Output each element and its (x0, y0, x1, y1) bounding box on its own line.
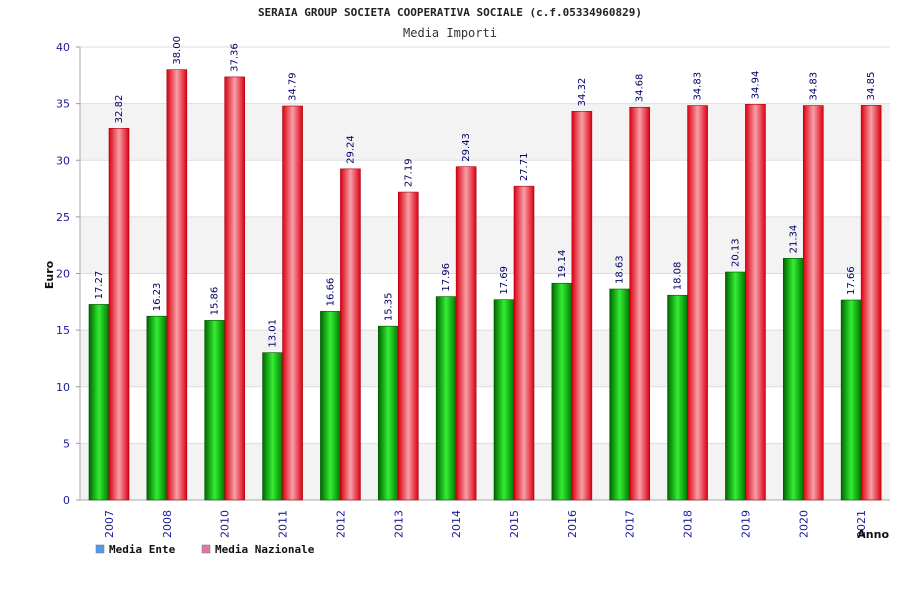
bar-media-ente (146, 315, 168, 501)
bar-media-nazionale (166, 69, 188, 501)
bar-media-nazionale (629, 106, 651, 501)
bar-media-ente (493, 299, 515, 501)
x-tick-label: 2019 (739, 510, 752, 538)
data-label: 15.35 (383, 293, 394, 322)
x-tick-label: 2010 (219, 510, 232, 538)
legend-label: Media Ente (109, 543, 176, 556)
data-label: 17.96 (441, 263, 452, 292)
bar-media-ente (725, 271, 746, 501)
data-label: 34.83 (808, 72, 819, 101)
data-label: 21.34 (788, 225, 799, 254)
data-label: 17.69 (499, 266, 510, 295)
x-tick-label: 2012 (334, 510, 347, 538)
data-label: 27.19 (403, 158, 414, 187)
x-tick-label: 2021 (855, 510, 868, 538)
y-axis-label: Euro (43, 260, 56, 289)
bar-media-nazionale (745, 104, 766, 501)
x-tick-label: 2017 (624, 510, 637, 538)
data-label: 38.00 (172, 36, 183, 65)
bar-media-ente (204, 320, 226, 501)
data-label: 19.14 (557, 250, 568, 279)
bar-media-ente (667, 294, 688, 501)
legend: Media Ente Media Nazionale (95, 543, 315, 556)
data-label: 18.63 (615, 255, 626, 284)
data-label: 29.43 (461, 133, 472, 162)
data-label: 34.32 (577, 78, 588, 107)
data-label: 16.66 (325, 278, 336, 307)
bar-media-ente (262, 352, 283, 501)
y-tick-label: 5 (63, 437, 70, 450)
data-label: 17.27 (94, 271, 105, 300)
bar-media-nazionale (397, 191, 419, 501)
grid-band (80, 160, 890, 217)
bar-media-nazionale (224, 76, 246, 501)
grid-band (80, 386, 890, 444)
x-tick-label: 2014 (450, 510, 463, 538)
data-label: 18.08 (673, 262, 684, 291)
x-tick-label: 2018 (682, 510, 695, 538)
bar-media-nazionale (455, 166, 477, 501)
data-label: 34.85 (866, 72, 877, 101)
y-tick-label: 10 (56, 381, 70, 394)
chart-subtitle: Media Importi (403, 26, 497, 40)
x-tick-label: 2020 (797, 510, 810, 538)
grid-band (80, 330, 890, 387)
data-label: 34.94 (750, 71, 761, 100)
data-label: 32.82 (114, 95, 125, 124)
bar-media-ente (88, 304, 110, 501)
x-tick-label: 2008 (161, 510, 174, 538)
data-label: 17.66 (846, 266, 857, 295)
bar-media-nazionale (571, 111, 593, 501)
bar-media-ente (435, 296, 457, 501)
y-tick-label: 15 (56, 324, 70, 337)
data-label: 37.36 (230, 43, 241, 72)
grid-band (80, 47, 890, 104)
y-tick-label: 40 (56, 41, 70, 54)
bar-media-ente (551, 282, 573, 501)
data-label: 34.68 (635, 74, 646, 103)
y-tick-label: 30 (56, 154, 70, 167)
x-tick-label: 2011 (277, 510, 290, 538)
bar-media-ente (609, 288, 631, 501)
data-label: 34.79 (288, 72, 299, 101)
bar-media-ente (320, 311, 341, 501)
bar-media-ente (840, 299, 862, 501)
bar-media-nazionale (108, 128, 130, 501)
x-tick-label: 2016 (566, 510, 579, 538)
data-label: 29.24 (345, 135, 356, 164)
data-label: 20.13 (730, 238, 741, 267)
chart-title: SERAIA GROUP SOCIETA COOPERATIVA SOCIALE… (258, 6, 642, 19)
bar-media-nazionale (802, 105, 824, 501)
y-tick-label: 25 (56, 211, 70, 224)
plot-area: 0 5 10 15 20 25 30 35 40 17.27 32.82 2007 16.23 38.00… (56, 36, 890, 538)
x-tick-label: 2013 (392, 510, 405, 538)
data-label: 16.23 (152, 283, 163, 312)
legend-swatch (95, 544, 105, 554)
bar-media-nazionale (860, 105, 882, 501)
x-tick-label: 2007 (103, 510, 116, 538)
bar-media-nazionale (282, 105, 303, 501)
grid-band (80, 216, 890, 274)
data-label: 13.01 (268, 319, 279, 348)
bar-media-nazionale (513, 185, 535, 501)
grid-band (80, 103, 890, 161)
data-label: 15.86 (210, 287, 221, 316)
bar-media-ente (377, 325, 399, 501)
bar-media-ente (782, 258, 804, 501)
legend-label: Media Nazionale (215, 543, 315, 556)
y-tick-label: 0 (63, 494, 70, 507)
bar-media-nazionale (340, 168, 361, 501)
y-tick-label: 35 (56, 98, 70, 111)
bar-media-nazionale (687, 105, 708, 501)
y-tick-label: 20 (56, 268, 70, 281)
data-label: 34.83 (693, 72, 704, 101)
x-axis-label: Anno (857, 528, 889, 541)
x-tick-label: 2015 (508, 510, 521, 538)
data-label: 27.71 (519, 153, 530, 182)
grid-band (80, 273, 890, 331)
grid-band (80, 443, 890, 500)
legend-swatch (201, 544, 211, 554)
